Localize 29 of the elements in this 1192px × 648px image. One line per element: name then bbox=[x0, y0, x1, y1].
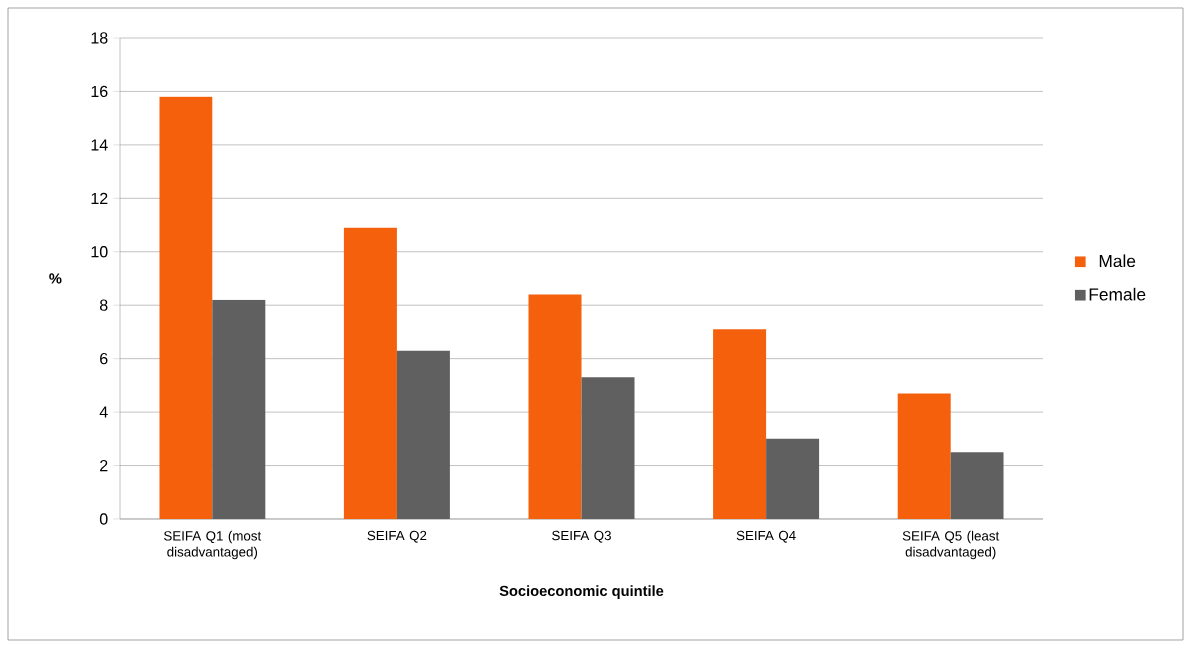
bar bbox=[396, 350, 450, 519]
x-tick-label: SEIFA Q5 (least disadvantaged) bbox=[902, 530, 1000, 560]
y-tick-label: 8 bbox=[99, 299, 108, 311]
bar bbox=[343, 227, 397, 519]
bar bbox=[159, 96, 213, 519]
y-tick-label: 2 bbox=[100, 459, 108, 472]
x-tick-label: SEIFA Q3 bbox=[552, 530, 611, 543]
y-tick-label: 0 bbox=[99, 513, 108, 525]
y-tick-label: 6 bbox=[100, 352, 108, 365]
bar bbox=[713, 329, 767, 519]
y-tick-label: 12 bbox=[91, 192, 108, 204]
legend-label: Female bbox=[1089, 287, 1146, 301]
legend-label: Male bbox=[1099, 254, 1136, 268]
x-tick-label: SEIFA Q4 bbox=[736, 530, 796, 543]
bar bbox=[528, 294, 582, 519]
bar bbox=[212, 299, 266, 519]
x-axis-title: Socioeconomic quintile bbox=[499, 585, 664, 599]
bar bbox=[950, 452, 1004, 519]
bar bbox=[897, 393, 951, 519]
y-tick-label: 10 bbox=[91, 246, 108, 258]
x-tick-label: SEIFA Q2 bbox=[367, 530, 427, 543]
x-tick-label: SEIFA Q1 (most disadvantaged) bbox=[164, 530, 262, 560]
bar bbox=[581, 377, 635, 519]
y-axis-title: % bbox=[49, 273, 62, 284]
y-tick-label: 18 bbox=[91, 32, 108, 44]
y-tick-label: 4 bbox=[99, 406, 108, 418]
bar bbox=[766, 438, 820, 519]
y-tick-label: 16 bbox=[91, 85, 108, 98]
y-tick-label: 14 bbox=[91, 139, 108, 151]
